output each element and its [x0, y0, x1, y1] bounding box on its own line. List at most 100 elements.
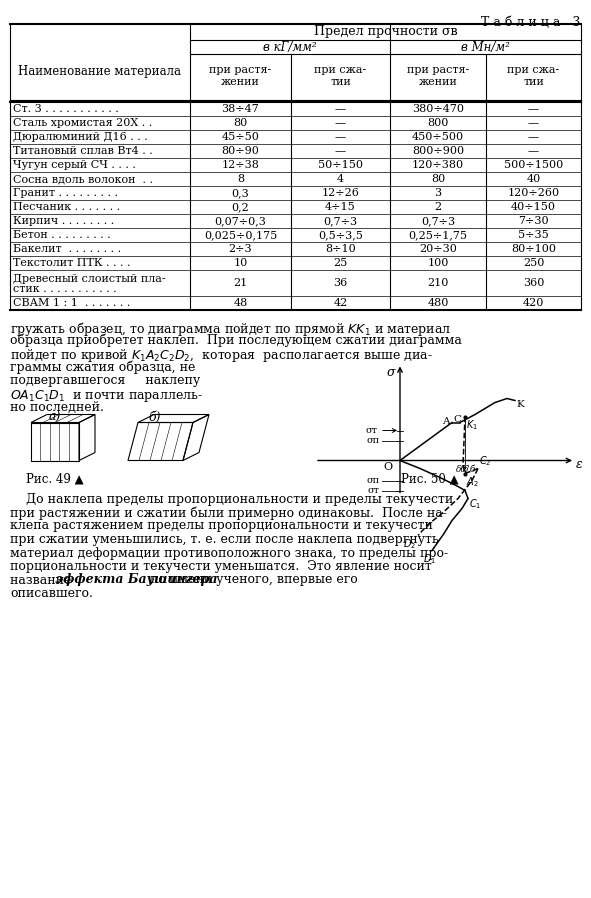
Text: —: —	[528, 104, 539, 114]
Text: 45÷50: 45÷50	[222, 132, 259, 142]
Text: 10: 10	[233, 258, 248, 268]
Text: 20÷30: 20÷30	[419, 244, 457, 254]
Text: Предел прочности σв: Предел прочности σв	[314, 25, 457, 39]
Text: образца приобретет наклеп.  При последующем сжатии диаграмма: образца приобретет наклеп. При последующ…	[10, 333, 462, 347]
Text: σ: σ	[387, 365, 395, 378]
Text: До наклепа пределы пропорциональности и пределы текучести: До наклепа пределы пропорциональности и …	[10, 492, 453, 506]
Text: 38÷47: 38÷47	[222, 104, 259, 114]
Text: 0,025÷0,175: 0,025÷0,175	[204, 230, 277, 240]
Text: 3: 3	[434, 188, 441, 198]
Text: граммы сжатия образца, не: граммы сжатия образца, не	[10, 360, 196, 374]
Text: 500÷1500: 500÷1500	[504, 160, 563, 170]
Text: 5÷35: 5÷35	[518, 230, 549, 240]
Text: A: A	[443, 417, 450, 426]
Text: б): б)	[149, 410, 161, 424]
Text: Древесный слоистый пла-: Древесный слоистый пла-	[13, 274, 165, 284]
Text: 0,25÷1,75: 0,25÷1,75	[408, 230, 467, 240]
Text: O: O	[383, 462, 392, 472]
Text: 42: 42	[333, 298, 348, 308]
Text: Сталь хромистая 20Х . .: Сталь хромистая 20Х . .	[13, 118, 152, 128]
Text: σт: σт	[366, 426, 378, 435]
Text: жении: жении	[221, 77, 260, 87]
Text: 250: 250	[523, 258, 544, 268]
Text: $A_2$: $A_2$	[466, 476, 479, 489]
Text: 7÷30: 7÷30	[518, 216, 549, 226]
Text: но последней.: но последней.	[10, 401, 104, 414]
Text: σт: σт	[368, 486, 380, 495]
Text: 800÷900: 800÷900	[412, 146, 464, 156]
Text: Песчаник . . . . . . .: Песчаник . . . . . . .	[13, 202, 120, 212]
Text: δб: δб	[456, 465, 466, 474]
Text: —: —	[528, 132, 539, 142]
Text: —: —	[335, 104, 346, 114]
Text: 8÷10: 8÷10	[325, 244, 356, 254]
Text: —: —	[528, 146, 539, 156]
Text: тии: тии	[523, 77, 544, 87]
Text: 80: 80	[431, 174, 445, 184]
Text: 0,5÷3,5: 0,5÷3,5	[318, 230, 363, 240]
Text: $K_1$: $K_1$	[466, 418, 478, 432]
Text: $OA_1C_1D_1$  и почти параллель-: $OA_1C_1D_1$ и почти параллель-	[10, 388, 203, 403]
Text: название: название	[10, 574, 76, 586]
Text: 450÷500: 450÷500	[412, 132, 464, 142]
Text: жении: жении	[418, 77, 457, 87]
Text: —: —	[335, 132, 346, 142]
Text: 360: 360	[523, 278, 544, 288]
Text: —: —	[528, 118, 539, 128]
Text: 0,7÷3: 0,7÷3	[323, 216, 358, 226]
Text: стик . . . . . . . . . . .: стик . . . . . . . . . . .	[13, 284, 116, 294]
Text: 80÷90: 80÷90	[222, 146, 259, 156]
Text: 380÷470: 380÷470	[412, 104, 464, 114]
Text: Ст. 3 . . . . . . . . . . .: Ст. 3 . . . . . . . . . . .	[13, 104, 119, 114]
Text: Гранит . . . . . . . . .: Гранит . . . . . . . . .	[13, 188, 118, 198]
Text: 0,7÷3: 0,7÷3	[421, 216, 455, 226]
Text: Бетон . . . . . . . . .: Бетон . . . . . . . . .	[13, 230, 111, 240]
Text: K: K	[516, 400, 524, 409]
Text: Текстолит ПТК . . . .: Текстолит ПТК . . . .	[13, 258, 131, 268]
Text: 80÷100: 80÷100	[511, 244, 556, 254]
Text: $C_1$: $C_1$	[469, 497, 482, 511]
Text: по имени ученого, впервые его: по имени ученого, впервые его	[147, 574, 358, 586]
Text: 40÷150: 40÷150	[511, 202, 556, 212]
Text: 40: 40	[527, 174, 541, 184]
Text: при сжа-: при сжа-	[508, 65, 560, 75]
Text: Т а б л и ц а   3: Т а б л и ц а 3	[480, 16, 580, 29]
Text: СВАМ 1 : 1  . . . . . . .: СВАМ 1 : 1 . . . . . . .	[13, 298, 131, 308]
Text: σп: σп	[367, 476, 380, 485]
Text: 120÷380: 120÷380	[412, 160, 464, 170]
Text: в Мн/м²: в Мн/м²	[461, 40, 510, 54]
Text: 100: 100	[427, 258, 449, 268]
Text: Бакелит  . . . . . . . .: Бакелит . . . . . . . .	[13, 244, 121, 254]
Text: Титановый сплав Вт4 . .: Титановый сплав Вт4 . .	[13, 146, 152, 156]
Text: 0,2: 0,2	[232, 202, 249, 212]
Text: эффекта Баушингера: эффекта Баушингера	[56, 574, 218, 586]
Text: —: —	[335, 118, 346, 128]
Text: Рис. 50 ▲: Рис. 50 ▲	[401, 472, 459, 486]
Text: Чугун серый СЧ . . . .: Чугун серый СЧ . . . .	[13, 160, 136, 170]
Text: σп: σп	[367, 436, 380, 445]
Text: 21: 21	[233, 278, 248, 288]
Text: при растя-: при растя-	[407, 65, 469, 75]
Text: $C_2$: $C_2$	[479, 453, 491, 468]
Text: $D_1$: $D_1$	[423, 552, 437, 567]
Text: 12÷38: 12÷38	[222, 160, 259, 170]
Text: в кГ/мм²: в кГ/мм²	[263, 40, 317, 54]
Text: $D_2$: $D_2$	[403, 538, 416, 551]
Text: 480: 480	[427, 298, 449, 308]
Text: Кирпич . . . . . . . .: Кирпич . . . . . . . .	[13, 216, 114, 226]
Text: при растяжении и сжатии были примерно одинаковы.  После на-: при растяжении и сжатии были примерно од…	[10, 506, 447, 520]
Text: подвергавшегося     наклепу: подвергавшегося наклепу	[10, 374, 200, 387]
Text: 4÷15: 4÷15	[325, 202, 356, 212]
Text: Сосна вдоль волокон  . .: Сосна вдоль волокон . .	[13, 174, 153, 184]
Text: Наименование материала: Наименование материала	[18, 66, 181, 78]
Text: 0,3: 0,3	[232, 188, 249, 198]
Text: порциональности и текучести уменьшатся.  Это явление носит: порциональности и текучести уменьшатся. …	[10, 560, 432, 573]
Text: пойдет по кривой $K_1A_2C_2D_2$,  которая  располагается выше диа-: пойдет по кривой $K_1A_2C_2D_2$, которая…	[10, 347, 433, 364]
Text: 800: 800	[427, 118, 449, 128]
Text: при сжатии уменьшились, т. е. если после наклепа подвергнуть: при сжатии уменьшились, т. е. если после…	[10, 533, 439, 546]
Text: 0,07÷0,3: 0,07÷0,3	[215, 216, 267, 226]
Text: 50÷150: 50÷150	[318, 160, 363, 170]
Text: 36: 36	[333, 278, 348, 288]
Text: описавшего.: описавшего.	[10, 587, 93, 600]
Text: 12÷26: 12÷26	[322, 188, 359, 198]
